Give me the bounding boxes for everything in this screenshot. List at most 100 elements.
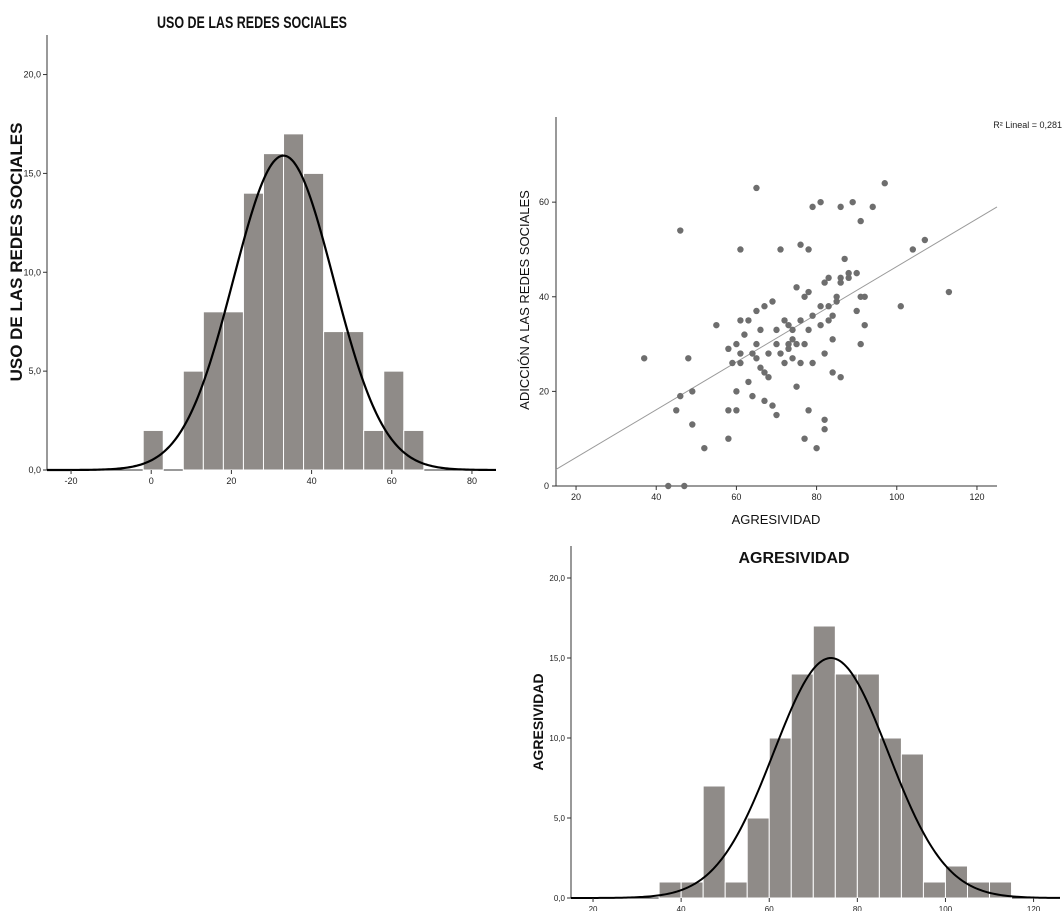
y-tick-label: 20 [539,386,549,396]
scatter-point [833,298,840,305]
scatter-point [837,279,844,286]
scatter-point [789,326,796,334]
scatter-point [817,303,824,310]
scatter-point [829,369,836,376]
scatter-point [773,340,780,348]
x-tick-label: 20 [589,905,598,911]
scatter-point [677,227,684,234]
histogram-bar [790,673,814,899]
scatter-point [725,345,732,353]
scatter-point [853,307,860,315]
scatter-point [737,350,744,357]
scatter-point [793,383,800,390]
scatter-point [857,340,864,348]
histogram-bar [383,370,405,471]
scatter-point [745,317,752,324]
histogram-bar [202,311,224,471]
scatter-point [677,392,684,400]
scatter-point [797,317,804,324]
x-tick-label: 100 [889,492,904,502]
scatter-point [765,350,772,357]
scatter-point [789,355,796,362]
scatter-point [805,288,812,296]
histogram-bar [702,785,726,899]
y-tick-label: 20,0 [549,574,565,583]
histogram-bar [922,881,946,899]
histogram-bar [834,673,858,899]
scatter-point [805,246,812,253]
scatter-point [857,217,864,225]
scatter-point [737,246,744,253]
scatter-point [725,435,732,442]
x-tick-label: 80 [467,476,477,486]
x-tick-label: 20 [226,476,236,486]
chart2-r2-label: R² Lineal = 0,281 [993,120,1062,130]
histogram-bar [746,817,770,899]
chart1-normal-curve [46,154,497,472]
histogram-bar [262,153,285,471]
scatter-point [801,435,808,442]
chart3-title: AGRESIVIDAD [738,550,849,567]
scatter-point [737,359,744,367]
scatter-point [785,340,792,348]
x-tick-label: 120 [1027,905,1041,911]
scatter-point [761,397,768,405]
scatter-point [761,303,768,310]
scatter-point [765,373,772,381]
scatter-point [777,350,784,357]
scatter-point [741,331,748,338]
x-tick-label: 40 [651,492,661,502]
y-tick-label: 0 [544,481,549,491]
scatter-point [921,236,929,244]
chart3-normal-curve [571,657,1061,899]
scatter-point [785,321,792,329]
x-tick-label: 80 [853,905,862,911]
scatter-point [829,312,836,319]
scatter-point [701,444,708,452]
scatter-point [897,303,904,310]
scatter-point [821,350,828,357]
scatter-point [753,184,760,192]
chart1-title: USO DE LAS REDES SOCIALES [157,13,347,32]
histogram-bar [856,673,880,899]
y-tick-label: 15,0 [23,168,41,178]
scatter-point [821,416,828,423]
scatter-point [681,482,688,490]
scatter-point [733,340,740,348]
scatter-point [837,373,844,381]
chart2-ylabel: ADICCIÓN A LAS REDES SOCIALES [517,190,532,410]
scatter-point [825,303,832,310]
scatter-point [845,274,852,282]
scatter-point [713,321,720,329]
x-tick-label: 60 [387,476,397,486]
scatter-point [797,359,804,367]
y-tick-label: 0,0 [554,894,566,903]
scatter-point [797,241,804,248]
y-tick-label: 5,0 [554,814,566,823]
scatter-point [817,321,824,329]
scatter-point [689,421,696,428]
scatter-point [809,359,816,367]
scatter-point [837,203,844,211]
scatter-point [845,269,852,277]
scatter-point [793,340,800,348]
scatter-point [733,407,740,414]
scatter-point [805,407,812,414]
scatter-point [869,203,876,211]
x-tick-label: 60 [765,905,774,911]
scatter-point [833,293,840,300]
scatter-point [773,326,780,334]
histogram-uso-redes: USO DE LAS REDES SOCIALES USO DE LAS RED… [7,13,497,486]
scatter-point [749,350,756,357]
chart2-fit-line [555,206,998,470]
y-tick-label: 10,0 [549,734,565,743]
y-tick-label: 15,0 [549,654,565,663]
histogram-bar [142,429,164,471]
x-tick-label: 0 [149,476,154,486]
histogram-bar [222,311,244,471]
scatter-point [793,284,800,291]
scatter-point [849,198,856,206]
scatter-point [781,359,788,367]
scatter-point [781,317,788,324]
